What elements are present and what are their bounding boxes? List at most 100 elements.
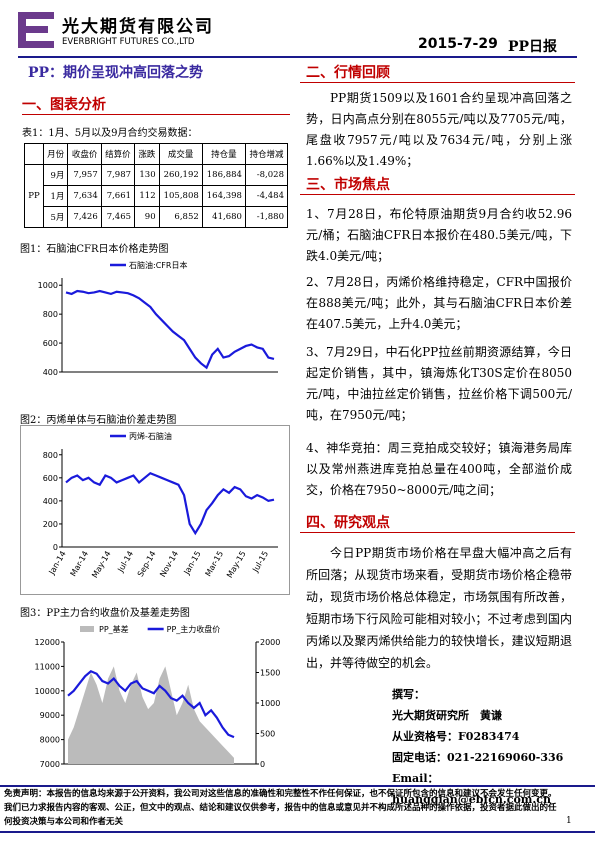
line — [65, 471, 275, 536]
x-tick-label: Nov-14 — [158, 550, 180, 579]
chart: 7000 8000 9000 10000 11000 12000 0 500 1000 1500 2… — [35, 624, 281, 769]
table-cell: 105,808 — [158, 185, 203, 207]
company-cn: 光大期货有限公司 — [62, 17, 214, 37]
area — [68, 666, 234, 764]
table-row: PP 9月 7,957 7,987 130 260,192 186,884 -8,028 — [24, 164, 289, 228]
table-cell: -4,484 — [244, 185, 289, 207]
logo — [18, 12, 54, 48]
title: PP：期价呈现冲高回落之势 — [28, 65, 204, 81]
x-tick-label: Mar-15 — [204, 550, 226, 578]
table-cell: 7,634 — [67, 185, 102, 207]
x-tick-label: Jul-15 — [250, 550, 270, 575]
legend-label: 丙烯-石脑油 — [129, 431, 172, 441]
y-tick-label: 800 — [43, 310, 58, 319]
legend-label: PP_主力收盘价 — [167, 624, 221, 634]
table-cell: 41,680 — [201, 206, 246, 228]
section-rule — [300, 194, 575, 195]
paragraph: 2、7月28日，丙烯价格维持稳定，CFR中国报价在888美元/吨；此外，其与石脑… — [306, 275, 572, 331]
x-tick-label: Mar-14 — [69, 550, 91, 578]
chart-border — [20, 425, 290, 595]
x-tick-label: Sep-14 — [136, 550, 158, 579]
y2-tick-label: 1500 — [260, 669, 280, 678]
table-cell: 7,426 — [67, 206, 102, 228]
company-en: EVERBRIGHT FUTURES CO.,LTD — [62, 37, 195, 47]
y-tick-label: 7000 — [40, 760, 60, 769]
table-cell: 7,987 — [100, 164, 136, 186]
figure-caption: 图2：丙烯单体与石脑油价差走势图 — [20, 415, 177, 426]
section-rule — [300, 532, 575, 533]
y-tick-label: 12000 — [35, 638, 60, 647]
table-cell: 6,852 — [158, 206, 203, 228]
figure-caption: 图1：石脑油CFR日本价格走势图 — [20, 244, 169, 255]
figure-caption: 图3：PP主力合约收盘价及基差走势图 — [20, 608, 190, 619]
section-rule — [300, 82, 575, 83]
author-email: Email：huangqian@ebfcn.com.cn — [392, 772, 551, 806]
table-cell: 260,192 — [158, 164, 203, 186]
author-name: 光大期货研究所 黄谦 — [392, 709, 502, 722]
y-tick-label: 400 — [43, 368, 58, 377]
y-tick-label: 800 — [43, 451, 58, 460]
table-row: 月份 收盘价 结算价 涨跌 成交量 持仓量 持仓增减 — [24, 143, 289, 165]
page-number: 1 — [566, 816, 572, 826]
table-header: 月份 — [42, 143, 69, 165]
section-heading: 一、图表分析 — [22, 97, 106, 113]
table-cell: -8,028 — [244, 164, 289, 186]
table-cell: 112 — [134, 185, 160, 207]
y-tick-label: 1000 — [38, 281, 58, 290]
y-tick-label: 600 — [43, 339, 58, 348]
author-license: 从业资格号：F0283474 — [392, 730, 520, 743]
line — [67, 670, 235, 739]
table-cell — [24, 143, 44, 165]
data-table: 月份 收盘价 结算价 涨跌 成交量 持仓量 持仓增减 PP 9月 7,957 7,987 130 260… — [24, 143, 289, 228]
table-cell: -1,880 — [244, 206, 289, 228]
legend-label: 石脑油:CFR日本 — [129, 260, 187, 270]
author-phone: 固定电话：021-22169060-336 — [392, 751, 564, 764]
section-rule — [22, 114, 290, 115]
paragraph: PP期货1509以及1601合约呈现冲高回落之势，日内高点分别在8055元/吨以… — [306, 91, 572, 168]
table-cell: 186,884 — [201, 164, 246, 186]
footer — [0, 785, 595, 833]
header-rule — [18, 56, 577, 58]
table-row: 1月 7,634 7,661 112 105,808 164,398 -4,484 — [25, 185, 289, 207]
section-heading: 三、市场焦点 — [306, 177, 390, 193]
table-header: 结算价 — [100, 143, 136, 165]
legend-label: PP_基差 — [99, 624, 129, 634]
section-heading: 四、研究观点 — [306, 515, 390, 531]
table-header: 收盘价 — [67, 143, 102, 165]
table-cell: 7,465 — [100, 206, 136, 228]
table-cell: 164,398 — [201, 185, 246, 207]
table-cell: 90 — [134, 206, 160, 228]
table-cell: 130 — [134, 164, 160, 186]
table-cell: 9月 — [42, 164, 69, 186]
x-tick-label: Jan-14 — [47, 550, 68, 577]
y-tick-label: 200 — [43, 520, 58, 529]
y-tick-label: 10000 — [35, 687, 60, 696]
y-tick-label: 9000 — [40, 711, 60, 720]
section-heading: 二、行情回顾 — [306, 65, 390, 81]
author-label: 撰写： — [392, 688, 425, 701]
line — [65, 289, 275, 370]
x-tick-label: May-14 — [90, 550, 113, 580]
table-header: 持仓量 — [201, 143, 246, 165]
table-cell: 1月 — [42, 185, 69, 207]
date: 2015-7-29 — [418, 36, 498, 52]
paragraph: 4、神华竞拍：周三竞拍成交较好；镇海港务局库以及常州燕进库竞拍总量在400吨，全… — [306, 441, 572, 497]
table-cell: 7,661 — [100, 185, 136, 207]
table-row: 5月 7,426 7,465 90 6,852 41,680 -1,880 — [25, 206, 289, 228]
report-name: PP日报 — [508, 39, 558, 55]
y2-tick-label: 1000 — [260, 699, 280, 708]
table-cell: PP — [24, 164, 44, 228]
y-tick-label: 400 — [43, 497, 58, 506]
author-block: 撰写： 光大期货研究所 黄谦 从业资格号：F0283474 固定电话：021-2… — [392, 684, 595, 810]
y2-tick-label: 2000 — [260, 638, 280, 647]
paragraph: 1、7月28日，布伦特原油期货9月合约收52.96元/桶；石脑油CFR日本报价在… — [306, 207, 572, 263]
y-tick-label: 600 — [43, 474, 58, 483]
table-header: 持仓增减 — [244, 143, 289, 165]
y-tick-label: 0 — [53, 543, 58, 552]
paragraph: 今日PP期货市场价格在早盘大幅冲高之后有所回落；从现货市场来看，受期货市场价格企… — [306, 546, 572, 670]
table-caption: 表1：1月、5月以及9月合约交易数据： — [22, 128, 198, 139]
y-tick-label: 11000 — [35, 662, 60, 671]
table-header: 涨跌 — [134, 143, 160, 165]
chart: 0 200 400 600 800 Jan-14 Mar-14 May-14 Jul-14 Sep… — [20, 425, 290, 595]
